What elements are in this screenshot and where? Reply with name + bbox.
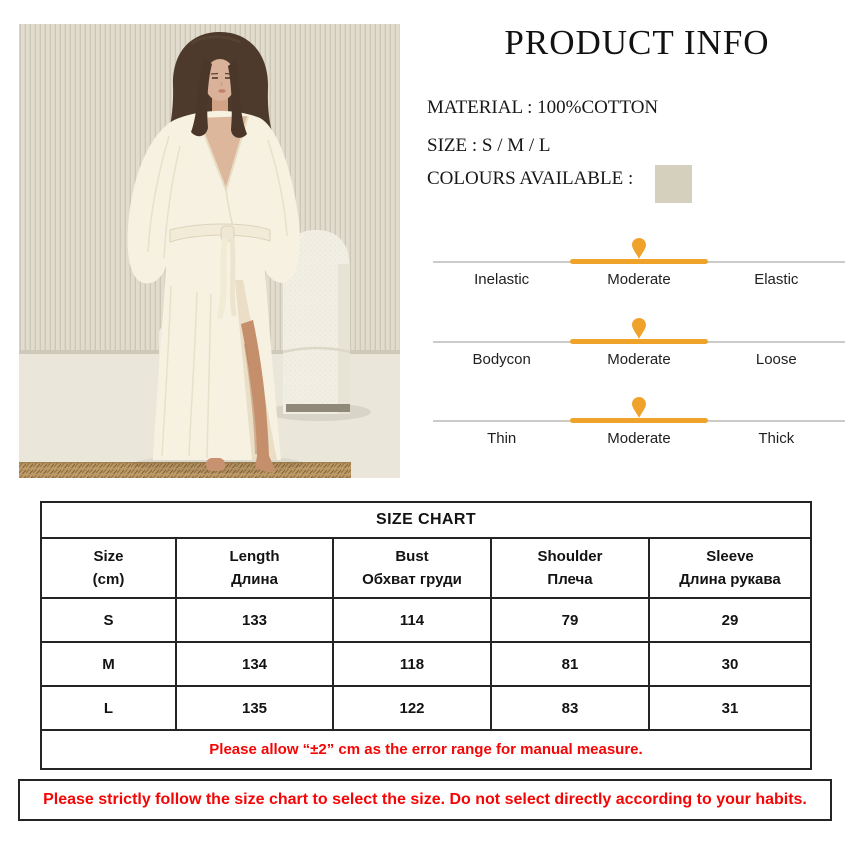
product-photo <box>19 24 400 478</box>
slider-label-middle: Moderate <box>607 351 671 368</box>
slider-label-right: Thick <box>758 430 795 447</box>
table-cell: 135 <box>175 685 334 731</box>
slider-marker-icon <box>632 318 646 339</box>
table-cell: 30 <box>648 641 812 687</box>
model <box>127 31 304 473</box>
belt <box>169 223 271 319</box>
table-cell: 133 <box>175 597 334 643</box>
hair-front <box>191 58 247 138</box>
table-cell: 83 <box>490 685 650 731</box>
size-chart-title-row: SIZE CHART <box>40 501 812 539</box>
slider-active-segment <box>570 259 708 264</box>
slider-label-right: Elastic <box>754 271 799 288</box>
slider-label-left: Inelastic <box>474 271 530 288</box>
table-cell: 134 <box>175 641 334 687</box>
slider-active-segment <box>570 339 708 344</box>
table-cell: 118 <box>332 641 492 687</box>
slider-label-left: Bodycon <box>472 351 531 368</box>
size-chart-note-row: Please allow “±2” cm as the error range … <box>40 729 812 770</box>
table-cell: 114 <box>332 597 492 643</box>
table-cell: 29 <box>648 597 812 643</box>
page-title: PRODUCT INFO <box>504 23 770 62</box>
product-photo-illustration <box>19 24 400 478</box>
face <box>204 59 236 101</box>
slider-label-left: Thin <box>487 430 517 447</box>
table-cell: 122 <box>332 685 492 731</box>
boucle-chair <box>267 230 371 421</box>
table-row: L 135 122 83 31 <box>40 685 812 731</box>
material-line: MATERIAL : 100%COTTON <box>427 97 659 118</box>
slider-label-right: Loose <box>755 351 797 368</box>
slider-label-middle: Moderate <box>607 271 671 288</box>
column-header: Bust Обхват груди <box>332 537 492 599</box>
table-cell: L <box>40 685 177 731</box>
left-foot <box>206 458 225 471</box>
table-row: M 134 118 81 30 <box>40 641 812 687</box>
size-chart-header-row: Size (cm) Length Длина Bust Обхват груди Sh… <box>40 537 812 599</box>
slider-label-middle: Moderate <box>607 430 671 447</box>
table-row: S 133 114 79 29 <box>40 597 812 643</box>
robe-folds <box>147 135 288 459</box>
slider-thickness: Thin Moderate Thick <box>433 392 845 454</box>
colour-swatch <box>655 165 692 203</box>
colours-line: COLOURS AVAILABLE : <box>427 168 634 189</box>
slider-marker-icon <box>632 397 646 418</box>
column-header: Sleeve Длина рукава <box>648 537 812 599</box>
leg <box>241 320 275 473</box>
slider-active-segment <box>570 418 708 423</box>
size-line: SIZE : S / M / L <box>427 135 551 156</box>
slider-fit: Bodycon Moderate Loose <box>433 313 845 375</box>
column-header: Size (cm) <box>40 537 177 599</box>
size-chart-table: SIZE CHART Size (cm) Length Длина Bust Обхв… <box>40 501 812 770</box>
size-chart-note: Please allow “±2” cm as the error range … <box>40 729 812 770</box>
table-cell: S <box>40 597 177 643</box>
slider-marker-icon <box>632 238 646 259</box>
table-cell: 81 <box>490 641 650 687</box>
size-chart-title: SIZE CHART <box>40 501 812 539</box>
table-cell: 31 <box>648 685 812 731</box>
column-header: Shoulder Плеча <box>490 537 650 599</box>
slider-elasticity: Inelastic Moderate Elastic <box>433 233 845 295</box>
table-cell: M <box>40 641 177 687</box>
column-header: Length Длина <box>175 537 334 599</box>
table-cell: 79 <box>490 597 650 643</box>
footer-warning: Please strictly follow the size chart to… <box>18 779 832 821</box>
